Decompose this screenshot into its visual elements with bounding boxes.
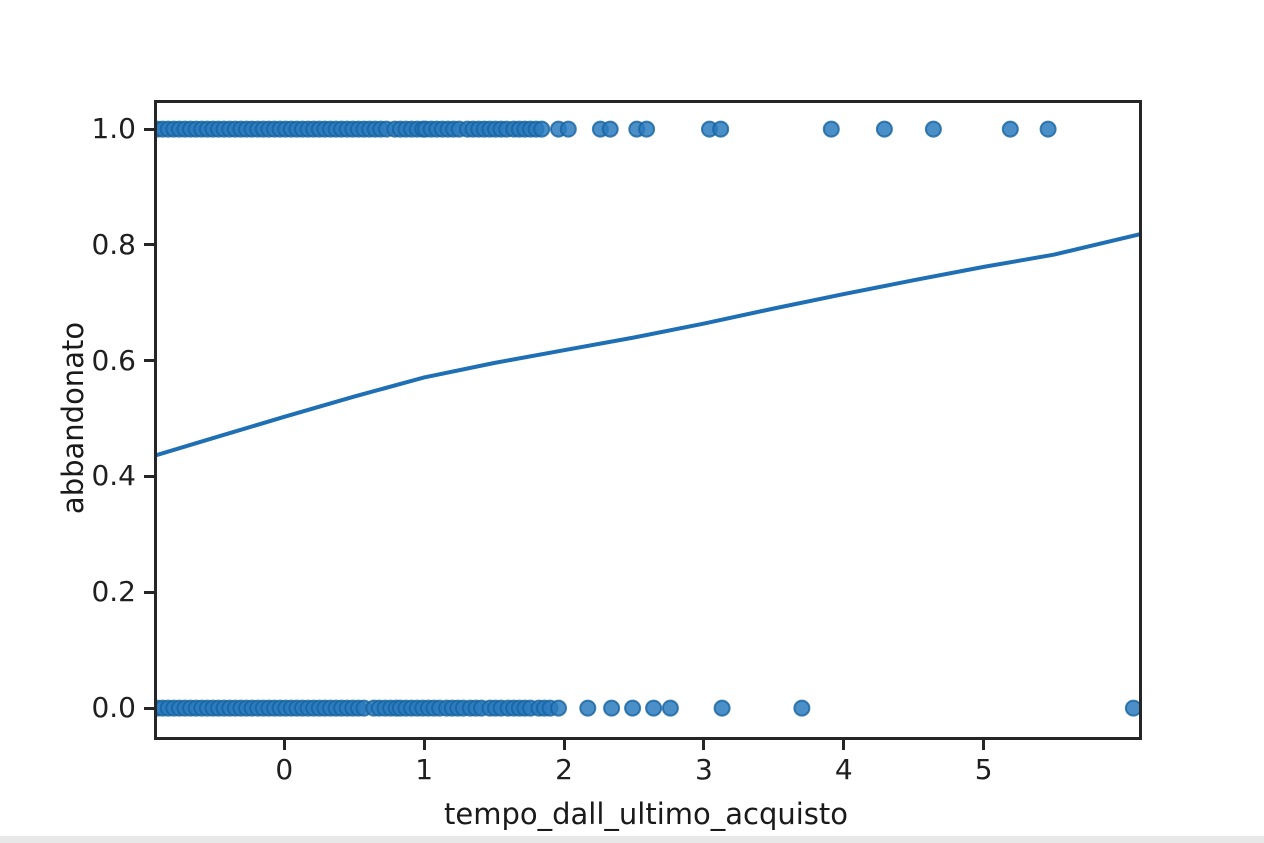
x-axis-label: tempo_dall_ultimo_acquisto xyxy=(443,797,849,831)
x-tick-mark-1 xyxy=(422,740,426,750)
scatter-point-series1 xyxy=(793,699,811,717)
regression-line xyxy=(157,232,1139,457)
x-tick-label-2: 2 xyxy=(555,753,573,786)
y-tick-mark-2 xyxy=(144,474,154,478)
y-tick-mark-3 xyxy=(144,359,154,363)
scatter-point-series0 xyxy=(533,120,551,138)
y-tick-label-2: 0.4 xyxy=(91,459,136,493)
scatter-point-series1 xyxy=(579,699,597,717)
plot-canvas xyxy=(157,120,1139,717)
y-tick-label-0: 0.0 xyxy=(91,691,136,725)
scatter-point-series0 xyxy=(638,120,656,138)
x-tick-mark-3 xyxy=(702,740,706,750)
y-axis-label: abbandonato xyxy=(56,321,90,515)
y-tick-mark-1 xyxy=(144,590,154,594)
x-tick-label-5: 5 xyxy=(974,753,993,786)
x-tick-label-3: 3 xyxy=(695,753,713,786)
y-tick-label-4: 0.8 xyxy=(91,227,136,261)
scatter-point-series1 xyxy=(661,699,679,717)
scatter-point-series0 xyxy=(1001,120,1019,138)
y-tick-label-3: 0.6 xyxy=(91,343,136,377)
scatter-point-series0 xyxy=(875,120,893,138)
x-tick-mark-5 xyxy=(982,740,986,750)
scatter-point-series1 xyxy=(1124,699,1139,717)
y-tick-mark-5 xyxy=(144,127,154,131)
scatter-point-series0 xyxy=(1039,120,1057,138)
scatter-point-series1 xyxy=(713,699,731,717)
plot-area xyxy=(154,100,1142,740)
scatter-point-series0 xyxy=(924,120,942,138)
scatter-point-series0 xyxy=(559,120,577,138)
y-tick-label-1: 0.2 xyxy=(91,575,136,609)
x-tick-mark-2 xyxy=(562,740,566,750)
scatter-point-series1 xyxy=(624,699,642,717)
x-tick-mark-4 xyxy=(842,740,846,750)
y-tick-label-5: 1.0 xyxy=(91,112,136,146)
x-tick-mark-0 xyxy=(282,740,286,750)
scatter-point-series0 xyxy=(712,120,730,138)
scatter-point-series1 xyxy=(603,699,621,717)
x-tick-label-1: 1 xyxy=(415,753,434,786)
x-tick-label-0: 0 xyxy=(275,753,294,786)
x-tick-label-4: 4 xyxy=(834,753,853,786)
window-bottom-edge xyxy=(0,836,1264,843)
scatter-point-series0 xyxy=(822,120,840,138)
y-tick-mark-0 xyxy=(144,706,154,710)
scatter-point-series0 xyxy=(601,120,619,138)
scatter-point-series1 xyxy=(550,699,567,717)
scatter-point-series1 xyxy=(645,699,663,717)
y-tick-mark-4 xyxy=(144,243,154,247)
